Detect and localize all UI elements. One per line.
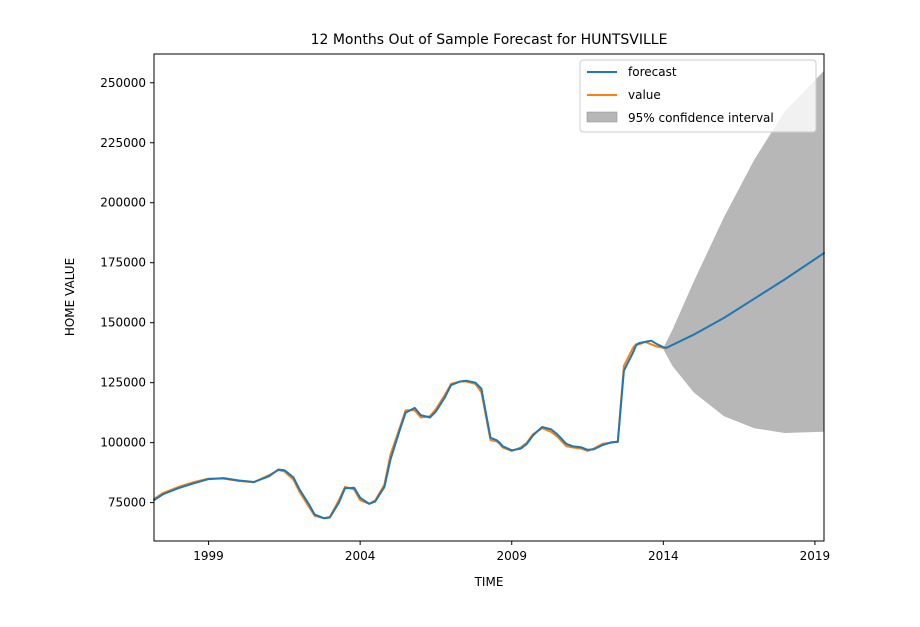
y-tick-label: 125000 — [100, 376, 146, 390]
x-tick-label: 2009 — [496, 549, 527, 563]
x-tick-label: 2019 — [800, 549, 831, 563]
x-axis: 1999 2004 2009 2014 2019 — [193, 541, 830, 563]
series-line-forecast — [153, 252, 825, 520]
legend: forecast value 95% confidence interval — [579, 59, 817, 133]
y-tick-label: 200000 — [100, 196, 146, 210]
legend-label-value: value — [628, 88, 661, 102]
series-line-value — [153, 340, 668, 520]
x-tick-label: 1999 — [193, 549, 224, 563]
confidence-interval-band — [663, 70, 824, 434]
chart-title: 12 Months Out of Sample Forecast for HUN… — [311, 32, 668, 48]
y-axis-label: HOME VALUE — [63, 258, 77, 336]
x-tick-label: 2004 — [345, 549, 376, 563]
y-tick-label: 175000 — [100, 256, 146, 270]
y-axis: 75000 100000 125000 150000 175000 200000 22500… — [100, 76, 154, 510]
legend-box — [579, 59, 817, 133]
plot-frame — [153, 53, 825, 542]
legend-label-forecast: forecast — [628, 65, 677, 79]
ci-layer — [663, 70, 824, 434]
plot-area — [153, 53, 825, 542]
series-layer — [153, 252, 825, 520]
legend-swatch-ci — [586, 111, 618, 123]
y-tick-label: 225000 — [100, 136, 146, 150]
x-axis-label: TIME — [474, 575, 504, 589]
y-tick-label: 250000 — [100, 76, 146, 90]
y-tick-label: 75000 — [108, 496, 146, 510]
x-tick-label: 2014 — [648, 549, 679, 563]
y-tick-label: 100000 — [100, 436, 146, 450]
legend-label-ci: 95% confidence interval — [628, 111, 774, 125]
y-tick-label: 150000 — [100, 316, 146, 330]
